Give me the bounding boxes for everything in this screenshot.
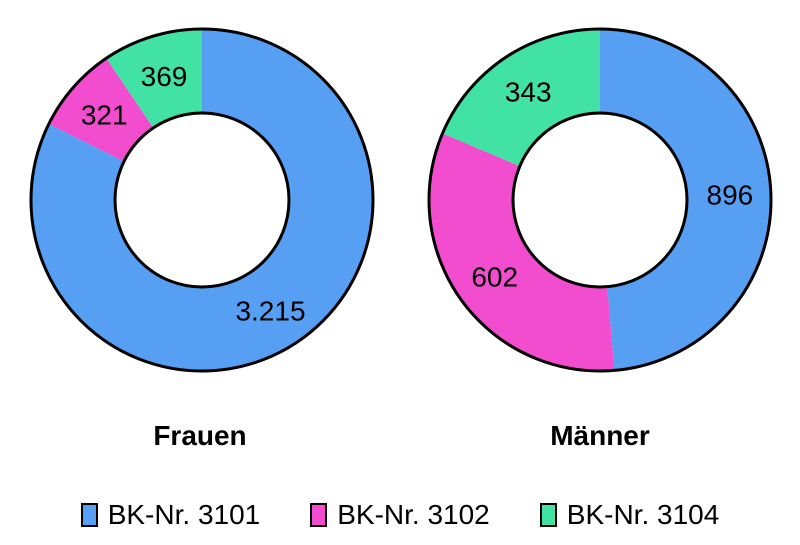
pie-slice-BK-Nr. 3102 <box>429 133 615 371</box>
donut-charts-svg: 3.215 321 369 896 602 343 <box>29 27 773 373</box>
legend-item-bk-3104: BK-Nr. 3104 <box>539 499 720 530</box>
donut-inner-outline <box>511 111 689 289</box>
slice-value-label: 343 <box>505 77 552 108</box>
donut-outer-outline <box>29 27 375 373</box>
donut-chart-maenner: 896 602 343 <box>427 27 773 373</box>
legend-swatch-bk-3101 <box>80 503 98 527</box>
slice-value-label: 3.215 <box>235 296 305 327</box>
legend: BK-Nr. 3101 BK-Nr. 3102 BK-Nr. 3104 <box>0 500 800 530</box>
legend-item-bk-3102: BK-Nr. 3102 <box>310 500 490 530</box>
donut-chart-frauen: 3.215 321 369 <box>29 27 375 373</box>
pie-slice-BK-Nr. 3102 <box>48 58 154 162</box>
pie-slice-BK-Nr. 3104 <box>106 29 202 128</box>
pie-slice-BK-Nr. 3104 <box>442 29 600 167</box>
legend-swatch-bk-3104 <box>539 503 557 527</box>
slice-value-label: 321 <box>81 99 128 130</box>
slice-value-label: 602 <box>471 261 518 292</box>
slice-value-label: 369 <box>141 61 188 92</box>
chart-title-maenner: Männer <box>550 420 650 451</box>
legend-swatch-bk-3102 <box>310 503 328 527</box>
legend-label-bk-3104: BK-Nr. 3104 <box>566 499 720 530</box>
chart-title-frauen: Frauen <box>153 420 247 451</box>
donut-inner-outline <box>113 111 291 289</box>
pie-slice-BK-Nr. 3101 <box>31 29 374 372</box>
legend-label-bk-3101: BK-Nr. 3101 <box>107 499 261 530</box>
slice-value-label: 896 <box>707 180 754 211</box>
legend-label-bk-3102: BK-Nr. 3102 <box>337 499 490 530</box>
legend-item-bk-3101: BK-Nr. 3101 <box>80 499 261 530</box>
donut-outer-outline <box>427 27 773 373</box>
pie-slice-BK-Nr. 3101 <box>600 29 771 371</box>
